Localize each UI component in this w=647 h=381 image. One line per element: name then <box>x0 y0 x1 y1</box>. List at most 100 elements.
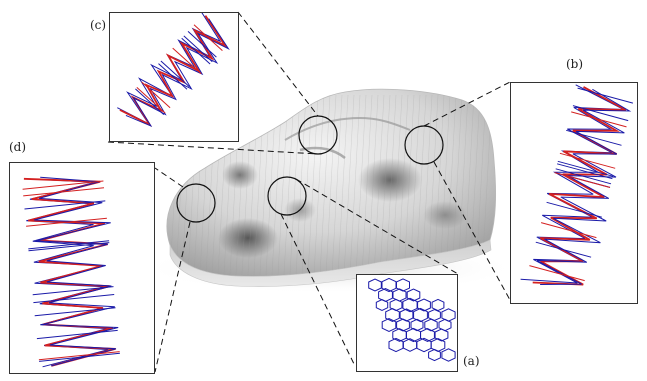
facet-line <box>373 94 385 276</box>
mesh-bar <box>546 201 603 218</box>
facet-line <box>451 94 463 276</box>
mesh-bar <box>193 24 223 51</box>
facet-line <box>349 94 361 276</box>
facet-line <box>385 94 397 276</box>
facet-line <box>313 94 325 276</box>
mesh-strand <box>125 18 230 127</box>
mesh-bar <box>529 265 585 282</box>
mesh-cell <box>424 318 438 332</box>
facet-line <box>283 94 295 276</box>
facet-line <box>427 94 439 276</box>
mesh-cell <box>441 348 456 362</box>
mesh-cell <box>431 298 445 312</box>
mesh-bar <box>181 37 211 65</box>
mesh-bar <box>36 329 118 340</box>
mesh-bar <box>555 168 612 185</box>
shell-dark-region <box>218 218 278 258</box>
mesh-bar <box>158 63 188 90</box>
facet-line <box>469 94 481 276</box>
mesh-detail-c <box>117 13 230 127</box>
mesh-bar <box>28 240 110 250</box>
shell-dark-region <box>358 158 422 202</box>
mesh-detail-b <box>520 84 634 286</box>
shell-dark-region <box>222 161 258 189</box>
mesh-cell <box>381 317 397 333</box>
mesh-strand <box>536 88 632 285</box>
facet-line <box>271 94 283 276</box>
label-d: (d) <box>9 140 27 154</box>
facet-line <box>391 94 403 276</box>
mesh-cell <box>428 308 441 322</box>
mesh-bar <box>33 294 115 304</box>
label-c: (c) <box>90 18 107 32</box>
facet-line <box>379 94 391 276</box>
mesh-bar <box>24 200 106 210</box>
inset-d <box>9 162 155 374</box>
mesh-bar <box>183 35 213 63</box>
mesh-cell <box>413 307 428 323</box>
mesh-cell <box>402 338 418 352</box>
facet-line <box>337 94 349 276</box>
mesh-cell <box>420 327 435 343</box>
mesh-cell <box>406 288 421 302</box>
facet-line <box>331 94 343 276</box>
inset-a <box>356 274 458 372</box>
shell-rim <box>169 239 492 287</box>
mesh-cell <box>396 278 410 292</box>
mesh-bar <box>559 152 616 169</box>
mesh-strand <box>23 177 116 367</box>
facet-line <box>367 94 379 276</box>
mesh-bar <box>136 87 166 114</box>
facet-line <box>463 94 475 276</box>
facet-line <box>421 94 433 276</box>
mesh-cell <box>368 278 382 292</box>
mesh-cell <box>402 297 418 313</box>
mesh-bar <box>577 87 634 104</box>
mesh-cell <box>417 298 431 312</box>
zoom-circle-a <box>267 176 307 216</box>
mesh-bar <box>34 307 116 317</box>
mesh-cell <box>388 337 404 353</box>
mesh-detail-a <box>368 277 456 362</box>
facet-line <box>397 94 409 276</box>
mesh-strand <box>119 15 228 127</box>
facet-line <box>355 94 367 276</box>
mesh-cell <box>385 308 400 322</box>
inset-b <box>510 82 638 304</box>
mesh-bar <box>554 172 611 188</box>
inset-c <box>109 12 239 142</box>
mesh-bar <box>38 351 120 361</box>
facet-line <box>361 94 373 276</box>
facet-line <box>433 94 445 276</box>
mesh-strand <box>520 84 625 284</box>
mesh-bar <box>22 180 104 190</box>
mesh-bar <box>556 163 613 180</box>
mesh-bar <box>23 187 105 197</box>
facet-line <box>409 94 421 276</box>
mesh-bar <box>141 81 171 109</box>
label-b: (b) <box>566 57 584 71</box>
mesh-detail-d <box>22 176 120 368</box>
mesh-bar <box>187 31 217 58</box>
facet-line <box>319 94 331 276</box>
mesh-strand <box>532 86 627 286</box>
mesh-bar <box>160 60 190 88</box>
facet-line <box>445 94 457 276</box>
mesh-bar <box>28 242 110 252</box>
zoom-circle-d <box>176 183 216 223</box>
mesh-cell <box>428 348 441 362</box>
mesh-cell <box>396 318 410 332</box>
leader-lines <box>107 11 511 373</box>
mesh-strand <box>34 176 119 367</box>
mesh-bar <box>39 352 120 362</box>
facet-line <box>415 94 427 276</box>
facet-line <box>457 94 469 276</box>
mesh-bar <box>557 160 614 177</box>
facet-line <box>403 94 415 276</box>
facet-line <box>439 94 451 276</box>
mesh-cell <box>375 299 389 311</box>
mesh-cell <box>392 288 407 302</box>
facet-line <box>289 94 301 276</box>
